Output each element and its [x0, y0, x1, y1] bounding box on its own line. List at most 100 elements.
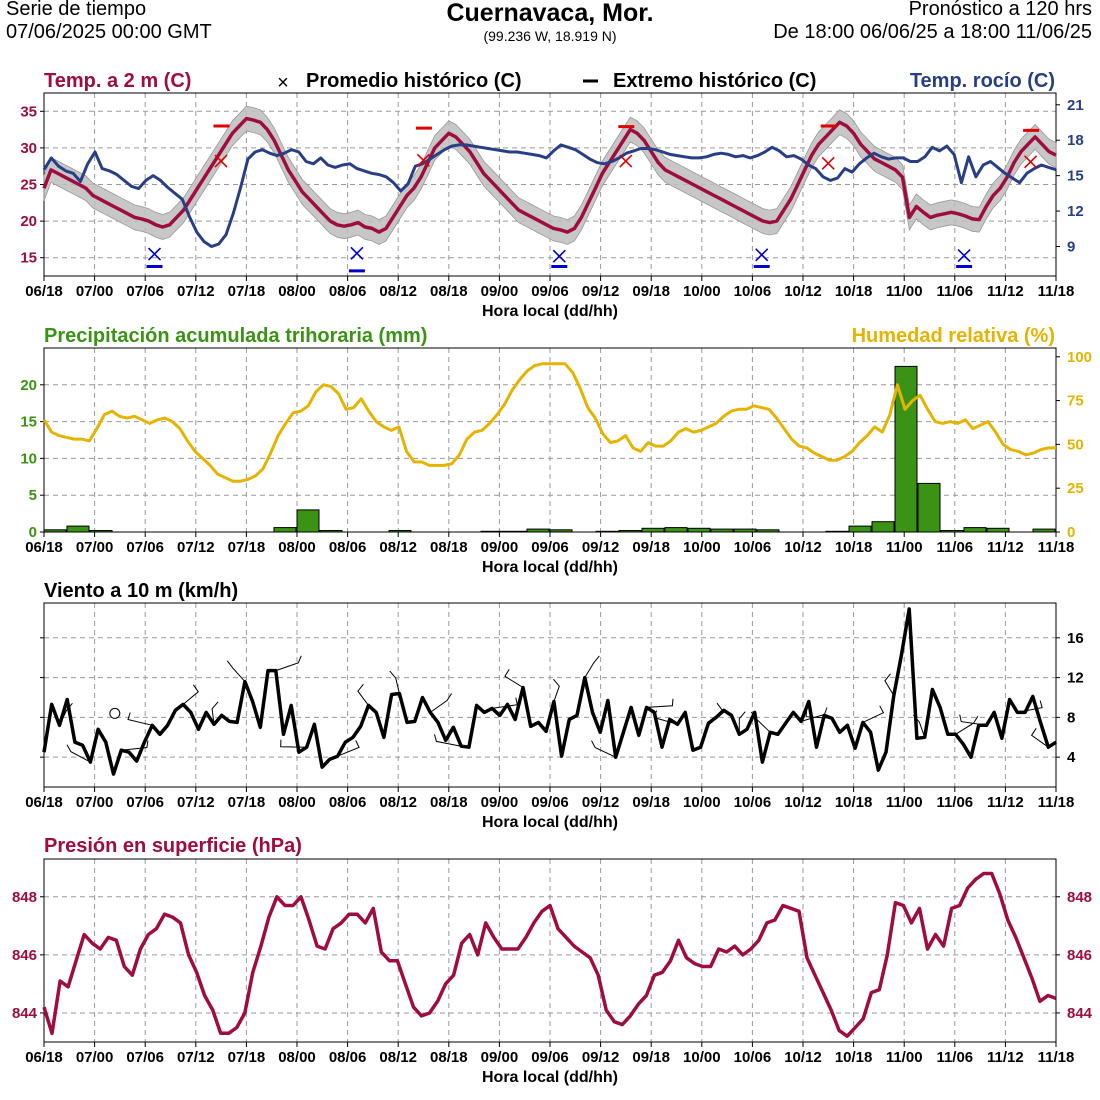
- y-tick-label-right: 21: [1067, 97, 1084, 114]
- y-tick-label-right: 100: [1067, 349, 1092, 366]
- y-tick-label: 5: [29, 487, 37, 504]
- precip-bar: [641, 527, 665, 533]
- x-tick-label: 07/12: [177, 1049, 215, 1066]
- precip-bar: [388, 530, 412, 533]
- x-tick-label: 10/18: [835, 283, 873, 300]
- x-tick-label: 06/18: [25, 539, 63, 556]
- wind-barb: [66, 744, 91, 763]
- historic-avg-max-marker: [214, 154, 228, 168]
- x-tick-label: 08/18: [430, 794, 468, 811]
- wind-barb: [646, 698, 674, 708]
- x-tick-label: 08/12: [379, 283, 417, 300]
- x-tick-label: 08/00: [278, 283, 316, 300]
- page-subtitle: (99.236 W, 18.919 N): [483, 28, 617, 44]
- x-tick-label: 08/18: [430, 1049, 468, 1066]
- x-tick-label: 11/00: [886, 1049, 923, 1066]
- panel-title-rh: Humedad relativa (%): [852, 325, 1055, 347]
- x-tick-label: 09/18: [632, 794, 670, 811]
- x-axis-label: Hora local (dd/hh): [482, 814, 618, 831]
- y-tick-label: 846: [12, 947, 37, 964]
- precip-bar: [986, 527, 1010, 533]
- x-tick-label: 10/18: [835, 1049, 873, 1066]
- y-tick-label: 15: [20, 414, 37, 431]
- x-tick-label: 09/06: [531, 283, 569, 300]
- x-tick-label: 08/00: [278, 539, 316, 556]
- panel-title-temp: Temp. a 2 m (C): [44, 70, 191, 92]
- panel-title-pres: Presión en superficie (hPa): [44, 835, 302, 857]
- x-tick-label: 08/06: [329, 1049, 367, 1066]
- x-tick-label: 11/18: [1038, 539, 1075, 556]
- x-tick-label: 11/18: [1038, 283, 1075, 300]
- y-tick-label-right: 846: [1067, 947, 1092, 964]
- y-tick-label-right: 12: [1067, 203, 1084, 220]
- x-tick-label: 11/18: [1038, 794, 1075, 811]
- y-tick-label: 844: [12, 1005, 38, 1022]
- x-tick-label: 11/00: [886, 794, 923, 811]
- x-tick-label: 07/00: [76, 1049, 114, 1066]
- wind-barb: [182, 684, 199, 705]
- x-tick-label: 09/18: [632, 283, 670, 300]
- precip-bar: [43, 529, 67, 533]
- y-tick-label: 848: [12, 889, 37, 906]
- wind-barb: [591, 740, 616, 758]
- x-axis-label: Hora local (dd/hh): [482, 1069, 618, 1086]
- precip-bar: [871, 521, 895, 533]
- x-axis-label: Hora local (dd/hh): [482, 559, 618, 576]
- wind-barb: [357, 683, 369, 706]
- x-tick-label: 06/18: [25, 283, 63, 300]
- series-line-temp: [42, 116, 1057, 234]
- x-tick-label: 11/18: [1038, 1049, 1075, 1066]
- x-tick-label: 06/18: [25, 794, 63, 811]
- x-tick-label: 10/12: [784, 794, 822, 811]
- x-tick-label: 10/12: [784, 283, 822, 300]
- precip-bar: [894, 365, 918, 533]
- precip-bar: [89, 530, 113, 533]
- x-tick-label: 10/12: [784, 539, 822, 556]
- x-tick-label: 08/12: [379, 794, 417, 811]
- historic-avg-min-marker: [957, 248, 971, 263]
- x-tick-label: 11/12: [987, 539, 1024, 556]
- x-tick-label: 10/06: [734, 283, 772, 300]
- x-tick-label: 07/00: [76, 283, 114, 300]
- y-tick-label-right: 50: [1067, 436, 1084, 453]
- x-tick-label: 07/12: [177, 283, 215, 300]
- x-tick-label: 07/06: [126, 539, 164, 556]
- wind-barb: [504, 669, 524, 688]
- y-tick-label: 35: [20, 103, 37, 120]
- precip-bar: [825, 530, 849, 533]
- x-tick-label: 07/00: [76, 539, 114, 556]
- x-axis-label: Hora local (dd/hh): [482, 303, 618, 320]
- wind-barb: [584, 655, 600, 678]
- x-tick-label: 09/06: [531, 794, 569, 811]
- y-tick-label-right: 844: [1067, 1005, 1093, 1022]
- precip-bar: [549, 529, 573, 533]
- x-tick-label: 07/06: [126, 283, 164, 300]
- x-tick-label: 10/00: [683, 794, 721, 811]
- historic-avg-min-marker: [552, 249, 566, 263]
- y-tick-label-right: 4: [1067, 749, 1076, 766]
- x-tick-label: 09/12: [582, 539, 620, 556]
- panel-title-precip: Precipitación acumulada trihoraria (mm): [44, 325, 427, 347]
- precip-bar: [273, 527, 297, 533]
- y-tick-label-right: 15: [1067, 168, 1084, 185]
- wind-panel: 06/18 07/00 07/06 07/12 07/18 08/00 08/06 08/12…: [25, 580, 1083, 831]
- wind-barb: [211, 701, 219, 725]
- x-tick-label: 08/06: [329, 794, 367, 811]
- precip-bar: [664, 527, 688, 533]
- x-tick-label: 10/00: [683, 539, 721, 556]
- x-tick-label: 07/00: [76, 794, 114, 811]
- y-tick-label-right: 18: [1067, 132, 1084, 149]
- pressure-panel: 06/18 07/00 07/06 07/12 07/18 08/00 08/06 08/12…: [12, 835, 1093, 1086]
- precip-bar: [710, 528, 734, 533]
- wind-calm-marker: [109, 707, 121, 719]
- precip-bar: [756, 529, 780, 533]
- header-right-2: De 18:00 06/06/25 a 18:00 11/06/25: [773, 21, 1092, 43]
- precip-bar: [940, 530, 964, 533]
- x-tick-label: 09/06: [531, 539, 569, 556]
- series-line-dew: [42, 143, 1057, 248]
- series-line-wind: [42, 607, 1057, 776]
- historic-avg-min-marker: [350, 246, 364, 260]
- wind-barb: [337, 740, 360, 757]
- y-tick-label: 15: [20, 250, 37, 267]
